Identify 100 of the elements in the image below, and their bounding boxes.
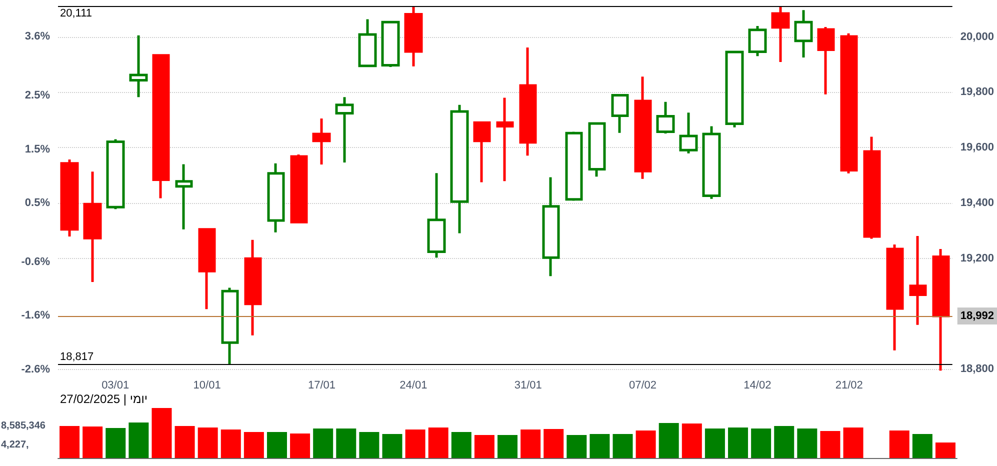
y-tick-label: 19,800 — [960, 86, 994, 98]
x-tick-label: 03/01 — [102, 380, 130, 392]
candlestick — [679, 111, 698, 155]
bar — [590, 434, 610, 458]
bar — [820, 431, 840, 458]
y2-tick-label: 2.5% — [24, 90, 50, 102]
y2-tick-label: 1.5% — [24, 143, 50, 156]
candlestick — [83, 170, 102, 284]
candlestick — [588, 121, 606, 178]
bar — [520, 430, 541, 458]
candlestick — [221, 286, 239, 366]
candlestick — [267, 162, 285, 234]
candlestick — [381, 20, 400, 68]
ref-line-label: 18,817 — [60, 351, 94, 364]
text: יומי | 27/02/2025 — [60, 392, 148, 406]
candlestick — [450, 104, 469, 234]
candlestick — [358, 18, 377, 68]
candlestick — [427, 172, 446, 259]
candlestick — [473, 120, 491, 184]
x-tick-label: 31/01 — [514, 380, 542, 392]
bar — [728, 428, 748, 458]
bar — [912, 434, 932, 458]
bar — [498, 435, 518, 458]
bar — [704, 428, 725, 458]
candlestick — [404, 4, 423, 68]
bar — [774, 426, 794, 458]
bar — [544, 429, 564, 458]
y-tick-label: 18,800 — [960, 363, 994, 376]
candlestick — [290, 153, 308, 224]
candlestick — [748, 24, 767, 58]
x-tick-label: 24/01 — [400, 380, 428, 392]
bar — [336, 428, 356, 458]
bar — [751, 428, 772, 458]
x-tick-label: 21/02 — [835, 380, 863, 392]
x-tick-label: 17/01 — [308, 380, 336, 392]
bar — [658, 423, 679, 458]
candlestick — [771, 6, 790, 64]
text: 4,227, — [1, 440, 30, 450]
candlestick — [634, 75, 652, 180]
candlestick — [335, 96, 354, 164]
bar — [451, 432, 472, 458]
candlestick — [863, 136, 881, 240]
bar — [128, 422, 149, 458]
candlestick — [129, 34, 148, 98]
candlestick — [565, 130, 583, 202]
candlestick — [909, 234, 927, 326]
candlestick — [611, 94, 629, 134]
y2-tick-label: -0.6% — [21, 256, 50, 268]
candlestick — [244, 238, 262, 337]
x-tick-label: 10/01 — [193, 380, 221, 392]
candlestick — [198, 227, 216, 310]
bar — [566, 435, 587, 458]
bar — [106, 428, 126, 458]
bar — [359, 432, 380, 458]
candlestick — [542, 176, 560, 278]
text: 8,585,346 — [1, 420, 46, 432]
candlestick — [496, 96, 514, 182]
candlestick — [932, 248, 950, 372]
y-tick-label: 19,200 — [960, 252, 994, 264]
bar — [405, 430, 426, 458]
bar — [244, 432, 264, 458]
y2-tick-label: -2.6% — [21, 363, 50, 376]
x-tick-label: 07/02 — [629, 380, 657, 392]
candlestick — [519, 46, 537, 157]
candlestick — [312, 117, 331, 166]
candlestick — [886, 243, 904, 352]
candlestick — [60, 158, 79, 238]
bar — [174, 426, 195, 458]
bar — [636, 430, 656, 458]
candlestick — [106, 138, 125, 210]
candlestick — [817, 26, 835, 96]
bar — [935, 442, 956, 458]
y-tick-label: 20,000 — [960, 30, 994, 43]
bar — [428, 428, 448, 458]
bar — [843, 428, 864, 458]
bar — [152, 408, 172, 458]
y2-tick-label: 3.6% — [24, 30, 50, 43]
bar — [382, 434, 402, 458]
y2-tick-label: -1.6% — [21, 310, 50, 322]
bar — [612, 434, 633, 458]
bar — [60, 426, 80, 458]
candlestick — [794, 8, 813, 59]
bar — [889, 430, 910, 458]
bar — [266, 432, 287, 458]
x-tick-label: 14/02 — [744, 380, 772, 392]
bar — [313, 428, 334, 458]
candlestick — [656, 100, 675, 135]
y2-tick-label: 0.5% — [24, 196, 50, 209]
bar — [220, 430, 241, 458]
bar — [474, 435, 494, 458]
ref-line-label: 18,992 — [960, 310, 994, 322]
bar — [682, 424, 702, 458]
bar — [290, 434, 310, 458]
candlestick — [702, 124, 721, 200]
candlestick — [152, 54, 170, 200]
ref-line-label: 20,111 — [60, 8, 92, 20]
candlestick — [175, 162, 193, 231]
bar — [82, 426, 103, 458]
candlestick — [725, 50, 744, 129]
y-tick-label: 19,400 — [960, 196, 994, 209]
